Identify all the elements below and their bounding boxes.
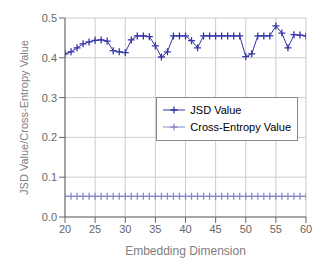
svg-text:0.1: 0.1 [42, 171, 57, 183]
svg-text:25: 25 [89, 223, 101, 235]
svg-text:0.5: 0.5 [42, 12, 57, 24]
svg-text:0.0: 0.0 [42, 211, 57, 223]
svg-text:60: 60 [300, 223, 312, 235]
svg-text:55: 55 [270, 223, 282, 235]
html-text:Cross-Entropy Value: Cross-Entropy Value [190, 120, 291, 133]
svg-text:JSD Value/Cross-Entropy Value: JSD Value/Cross-Entropy Value [18, 40, 30, 195]
svg-text:40: 40 [179, 223, 191, 235]
svg-text:45: 45 [210, 223, 222, 235]
svg-text:0.4: 0.4 [42, 52, 57, 64]
svg-text:30: 30 [119, 223, 131, 235]
html-text:JSD Value: JSD Value [190, 103, 242, 116]
svg-text:Embedding Dimension: Embedding Dimension [125, 244, 246, 258]
svg-text:20: 20 [59, 223, 71, 235]
svg-text:0.3: 0.3 [42, 92, 57, 104]
svg-text:0.2: 0.2 [42, 131, 57, 143]
svg-text:35: 35 [149, 223, 161, 235]
svg-text:50: 50 [240, 223, 252, 235]
